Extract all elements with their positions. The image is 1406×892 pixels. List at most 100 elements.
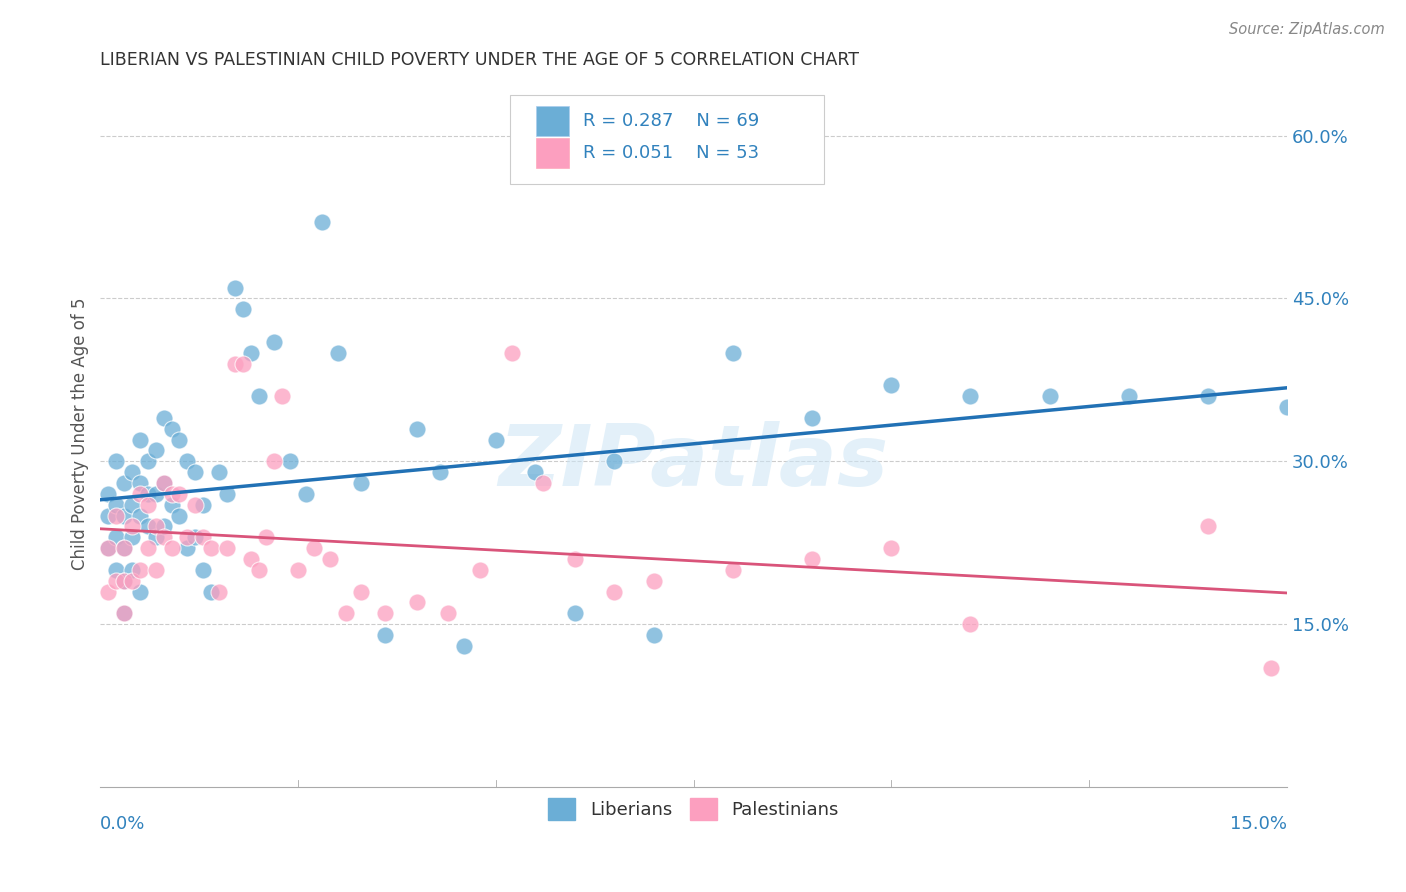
Liberians <box>1118 389 1140 403</box>
Palestinians <box>136 498 159 512</box>
Text: 15.0%: 15.0% <box>1230 815 1286 833</box>
Liberians <box>129 508 152 523</box>
Palestinians <box>145 519 167 533</box>
Palestinians <box>129 487 152 501</box>
Palestinians <box>112 574 135 588</box>
Palestinians <box>335 606 357 620</box>
Palestinians <box>271 389 294 403</box>
Liberians <box>176 454 198 468</box>
Liberians <box>160 498 183 512</box>
Liberians <box>97 541 120 555</box>
Palestinians <box>1260 660 1282 674</box>
FancyBboxPatch shape <box>510 95 824 184</box>
Palestinians <box>603 584 626 599</box>
Palestinians <box>105 508 128 523</box>
Palestinians <box>184 498 207 512</box>
Palestinians <box>1197 519 1219 533</box>
Liberians <box>1197 389 1219 403</box>
Liberians <box>169 433 191 447</box>
Palestinians <box>215 541 238 555</box>
Palestinians <box>193 530 215 544</box>
Liberians <box>603 454 626 468</box>
Palestinians <box>160 487 183 501</box>
Liberians <box>643 628 665 642</box>
Palestinians <box>247 563 270 577</box>
Palestinians <box>643 574 665 588</box>
Liberians <box>801 410 824 425</box>
Palestinians <box>152 530 174 544</box>
Palestinians <box>721 563 744 577</box>
Liberians <box>160 422 183 436</box>
Palestinians <box>302 541 325 555</box>
Liberians <box>1275 400 1298 414</box>
Palestinians <box>169 487 191 501</box>
Palestinians <box>263 454 285 468</box>
Palestinians <box>801 552 824 566</box>
Liberians <box>215 487 238 501</box>
Liberians <box>145 530 167 544</box>
Palestinians <box>468 563 491 577</box>
Legend: Liberians, Palestinians: Liberians, Palestinians <box>541 791 846 827</box>
Liberians <box>112 606 135 620</box>
Palestinians <box>239 552 262 566</box>
Liberians <box>453 639 475 653</box>
Liberians <box>105 498 128 512</box>
Liberians <box>326 345 349 359</box>
Liberians <box>121 530 143 544</box>
Liberians <box>374 628 396 642</box>
Liberians <box>105 563 128 577</box>
Liberians <box>959 389 981 403</box>
Liberians <box>176 541 198 555</box>
Liberians <box>129 584 152 599</box>
Liberians <box>105 530 128 544</box>
Text: ZIPatlas: ZIPatlas <box>499 421 889 504</box>
Liberians <box>485 433 508 447</box>
Palestinians <box>105 574 128 588</box>
Liberians <box>152 519 174 533</box>
Liberians <box>184 530 207 544</box>
Liberians <box>129 475 152 490</box>
Liberians <box>112 508 135 523</box>
Text: R = 0.287    N = 69: R = 0.287 N = 69 <box>583 112 759 130</box>
Liberians <box>880 378 903 392</box>
Palestinians <box>160 541 183 555</box>
Liberians <box>152 475 174 490</box>
Palestinians <box>319 552 342 566</box>
Text: 0.0%: 0.0% <box>100 815 146 833</box>
Liberians <box>200 584 222 599</box>
Liberians <box>152 410 174 425</box>
Liberians <box>112 574 135 588</box>
Liberians <box>193 498 215 512</box>
Palestinians <box>232 357 254 371</box>
Palestinians <box>112 606 135 620</box>
Palestinians <box>287 563 309 577</box>
Palestinians <box>501 345 523 359</box>
Liberians <box>278 454 301 468</box>
Liberians <box>208 465 231 479</box>
Palestinians <box>531 475 554 490</box>
Palestinians <box>374 606 396 620</box>
Palestinians <box>256 530 278 544</box>
Liberians <box>97 508 120 523</box>
Palestinians <box>121 519 143 533</box>
Palestinians <box>136 541 159 555</box>
Palestinians <box>121 574 143 588</box>
Palestinians <box>200 541 222 555</box>
Liberians <box>429 465 451 479</box>
Palestinians <box>405 595 427 609</box>
Liberians <box>112 475 135 490</box>
Y-axis label: Child Poverty Under the Age of 5: Child Poverty Under the Age of 5 <box>72 298 89 570</box>
Liberians <box>121 465 143 479</box>
Liberians <box>145 443 167 458</box>
Liberians <box>524 465 547 479</box>
Palestinians <box>350 584 373 599</box>
Text: R = 0.051    N = 53: R = 0.051 N = 53 <box>583 145 759 162</box>
Liberians <box>105 454 128 468</box>
Liberians <box>97 487 120 501</box>
Liberians <box>193 563 215 577</box>
Liberians <box>224 280 246 294</box>
FancyBboxPatch shape <box>536 138 569 168</box>
Palestinians <box>437 606 460 620</box>
Liberians <box>263 334 285 349</box>
Palestinians <box>145 563 167 577</box>
